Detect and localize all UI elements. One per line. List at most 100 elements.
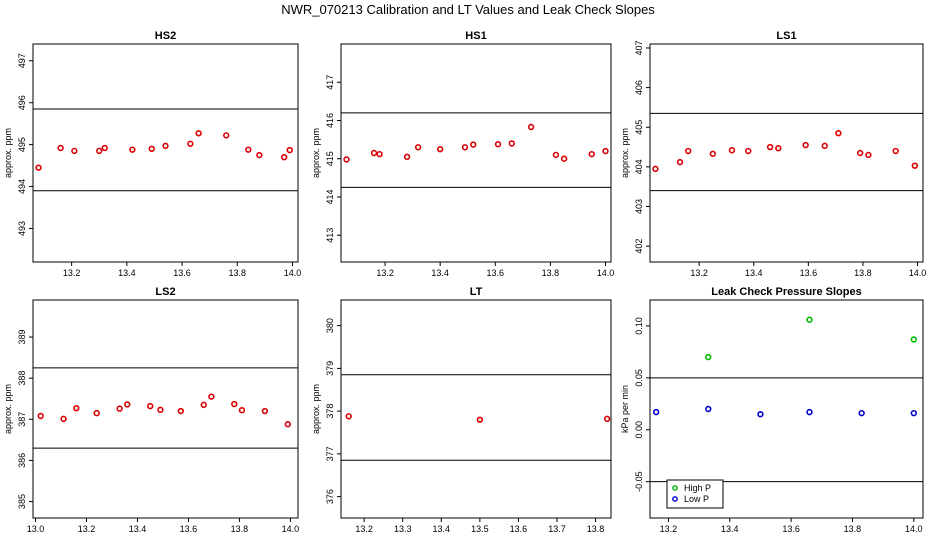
y-tick-label: 416 xyxy=(325,113,335,128)
y-tick-label: 0.00 xyxy=(634,421,644,439)
plot-frame xyxy=(32,43,299,263)
y-tick-label: 405 xyxy=(634,120,644,135)
data-point xyxy=(157,406,164,414)
data-point xyxy=(602,147,609,155)
data-point xyxy=(280,153,288,161)
y-tick-label: 415 xyxy=(325,151,335,166)
x-tick-label: 14.0 xyxy=(284,268,302,278)
y-tick-label: 406 xyxy=(634,80,644,95)
x-tick-label: 13.8 xyxy=(854,268,872,278)
data-point xyxy=(71,147,78,155)
data-point xyxy=(802,141,809,149)
y-tick-label: 386 xyxy=(17,453,27,468)
y-tick-label: 377 xyxy=(325,446,335,461)
x-tick-label: 13.2 xyxy=(660,524,678,534)
plot-frame xyxy=(649,43,924,263)
data-point xyxy=(603,415,611,423)
panel-2: LS1 approx. ppm 13.2 13.4 13.6 13.8 14.0 402 403… xyxy=(620,30,926,278)
plot-frame xyxy=(340,43,612,263)
x-tick-label: 13.8 xyxy=(229,268,247,278)
legend-label: Low P xyxy=(684,494,709,504)
x-tick-label: 14.0 xyxy=(909,268,927,278)
panel-title: HS2 xyxy=(155,30,176,42)
data-point xyxy=(470,141,477,148)
x-tick-label: 13.2 xyxy=(355,524,373,534)
y-axis-label: approx. ppm xyxy=(620,128,630,178)
data-point xyxy=(910,409,917,417)
x-tick-label: 13.7 xyxy=(548,524,566,534)
x-tick-label: 13.4 xyxy=(721,524,739,534)
y-tick-label: 388 xyxy=(17,371,27,386)
data-point xyxy=(261,407,269,415)
figure-title: NWR_070213 Calibration and LT Values and… xyxy=(281,2,655,17)
y-tick-label: 403 xyxy=(634,199,644,214)
data-point xyxy=(728,147,736,154)
y-tick-label: 494 xyxy=(17,179,27,194)
y-tick-label: 496 xyxy=(17,95,27,110)
data-point xyxy=(376,150,383,158)
data-point xyxy=(911,162,919,169)
x-tick-label: 13.6 xyxy=(510,524,528,534)
data-point xyxy=(508,140,516,147)
y-tick-label: 379 xyxy=(325,361,335,376)
x-tick-label: 13.8 xyxy=(231,524,249,534)
x-tick-label: 13.6 xyxy=(782,524,800,534)
data-point xyxy=(35,164,42,171)
data-point xyxy=(208,393,215,400)
x-tick-label: 13.2 xyxy=(78,524,96,534)
x-tick-label: 13.6 xyxy=(800,268,818,278)
data-point xyxy=(101,144,108,152)
y-tick-label: 404 xyxy=(634,159,644,174)
y-tick-label: 414 xyxy=(325,189,335,204)
y-axis-label: approx. ppm xyxy=(3,384,13,434)
data-point xyxy=(835,129,842,137)
x-tick-label: 14.0 xyxy=(905,524,923,534)
x-tick-label: 13.8 xyxy=(542,268,560,278)
data-point xyxy=(910,336,917,343)
x-tick-label: 14.0 xyxy=(282,524,300,534)
data-point xyxy=(147,402,154,410)
x-tick-label: 13.4 xyxy=(118,268,136,278)
x-tick-label: 13.3 xyxy=(394,524,412,534)
data-point xyxy=(865,151,872,159)
y-tick-label: 387 xyxy=(17,412,27,427)
data-point xyxy=(148,145,155,153)
data-point xyxy=(705,405,712,413)
data-point xyxy=(676,158,684,166)
x-tick-label: 13.4 xyxy=(431,268,449,278)
x-tick-label: 13.2 xyxy=(376,268,394,278)
data-point xyxy=(223,132,230,139)
x-tick-label: 13.8 xyxy=(844,524,862,534)
data-point xyxy=(652,165,659,173)
data-point xyxy=(766,143,774,151)
data-point xyxy=(286,146,293,154)
y-tick-label: 497 xyxy=(17,53,27,68)
x-tick-label: 13.4 xyxy=(129,524,147,534)
y-tick-label: 385 xyxy=(17,494,27,509)
panel-4: LT approx. ppm 13.2 13.3 13.4 13.5 13.6 13.7 13.… xyxy=(311,286,612,534)
data-point xyxy=(709,150,716,157)
y-tick-label: 417 xyxy=(325,75,335,90)
data-point xyxy=(892,147,899,155)
data-point xyxy=(57,144,64,152)
panel-title: Leak Check Pressure Slopes xyxy=(711,286,861,298)
y-tick-label: 389 xyxy=(17,330,27,345)
y-tick-label: 413 xyxy=(325,228,335,243)
data-point xyxy=(436,145,444,153)
data-point xyxy=(588,150,595,158)
data-point xyxy=(370,149,378,157)
data-point xyxy=(494,141,502,148)
data-point xyxy=(552,151,560,159)
legend-label: High P xyxy=(684,483,711,493)
data-point xyxy=(560,155,568,162)
x-tick-label: 13.8 xyxy=(587,524,605,534)
data-point xyxy=(124,401,131,408)
x-tick-label: 13.5 xyxy=(471,524,489,534)
y-tick-label: 378 xyxy=(325,404,335,419)
data-point xyxy=(96,147,103,155)
y-tick-label: 380 xyxy=(325,318,335,333)
data-point xyxy=(162,142,169,150)
panel-1: HS1 approx. ppm 13.2 13.4 13.6 13.8 14.0 413 414… xyxy=(311,30,614,278)
data-point xyxy=(200,401,207,409)
y-axis-label: approx. ppm xyxy=(311,128,321,178)
